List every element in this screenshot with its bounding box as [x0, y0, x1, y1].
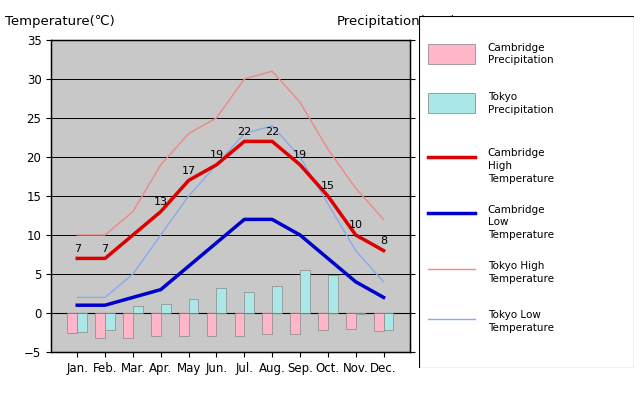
Bar	[235, 313, 244, 336]
Text: 22: 22	[265, 127, 279, 137]
Text: Tokyo High: Tokyo High	[488, 261, 544, 271]
Bar	[179, 313, 189, 336]
Text: Tokyo Low: Tokyo Low	[488, 310, 541, 320]
Bar	[123, 313, 133, 338]
Text: Precipitation(mm): Precipitation(mm)	[337, 14, 456, 28]
Text: Temperature(℃): Temperature(℃)	[4, 14, 115, 28]
Text: 15: 15	[321, 181, 335, 191]
Text: Cambridge: Cambridge	[488, 204, 545, 214]
Text: 13: 13	[154, 197, 168, 207]
Bar	[133, 306, 143, 313]
Text: 10: 10	[349, 220, 363, 230]
Text: Precipitation: Precipitation	[488, 105, 554, 115]
Text: Cambridge: Cambridge	[488, 148, 545, 158]
Text: Tokyo: Tokyo	[488, 92, 517, 102]
Bar	[356, 313, 365, 314]
Text: 19: 19	[209, 150, 223, 160]
Bar	[318, 313, 328, 330]
Bar	[161, 304, 170, 313]
Bar	[151, 313, 161, 336]
Text: 7: 7	[74, 244, 81, 254]
FancyBboxPatch shape	[419, 16, 634, 368]
Bar	[346, 313, 356, 329]
Bar	[77, 313, 87, 332]
Bar	[216, 288, 226, 313]
Text: Temperature: Temperature	[488, 323, 554, 333]
Bar	[291, 313, 300, 334]
Text: 7: 7	[102, 244, 109, 254]
Bar	[67, 313, 77, 332]
Text: Precipitation: Precipitation	[488, 55, 554, 65]
FancyBboxPatch shape	[428, 44, 475, 64]
Text: Cambridge: Cambridge	[488, 43, 545, 53]
Text: Temperature: Temperature	[488, 274, 554, 284]
Bar	[300, 270, 310, 313]
Bar	[244, 292, 254, 313]
Bar	[272, 286, 282, 313]
Text: High: High	[488, 161, 512, 171]
Bar	[262, 313, 272, 334]
Bar	[328, 275, 338, 313]
Bar	[383, 313, 394, 330]
Bar	[189, 298, 198, 313]
Text: 17: 17	[182, 166, 196, 176]
Bar	[207, 313, 216, 336]
Text: 22: 22	[237, 127, 252, 137]
Bar	[95, 313, 105, 338]
Text: Temperature: Temperature	[488, 230, 554, 240]
Text: Low: Low	[488, 217, 508, 227]
Text: Temperature: Temperature	[488, 174, 554, 184]
Text: 8: 8	[380, 236, 387, 246]
FancyBboxPatch shape	[428, 94, 475, 113]
Text: 19: 19	[293, 150, 307, 160]
Bar	[105, 313, 115, 330]
Bar	[374, 313, 383, 330]
